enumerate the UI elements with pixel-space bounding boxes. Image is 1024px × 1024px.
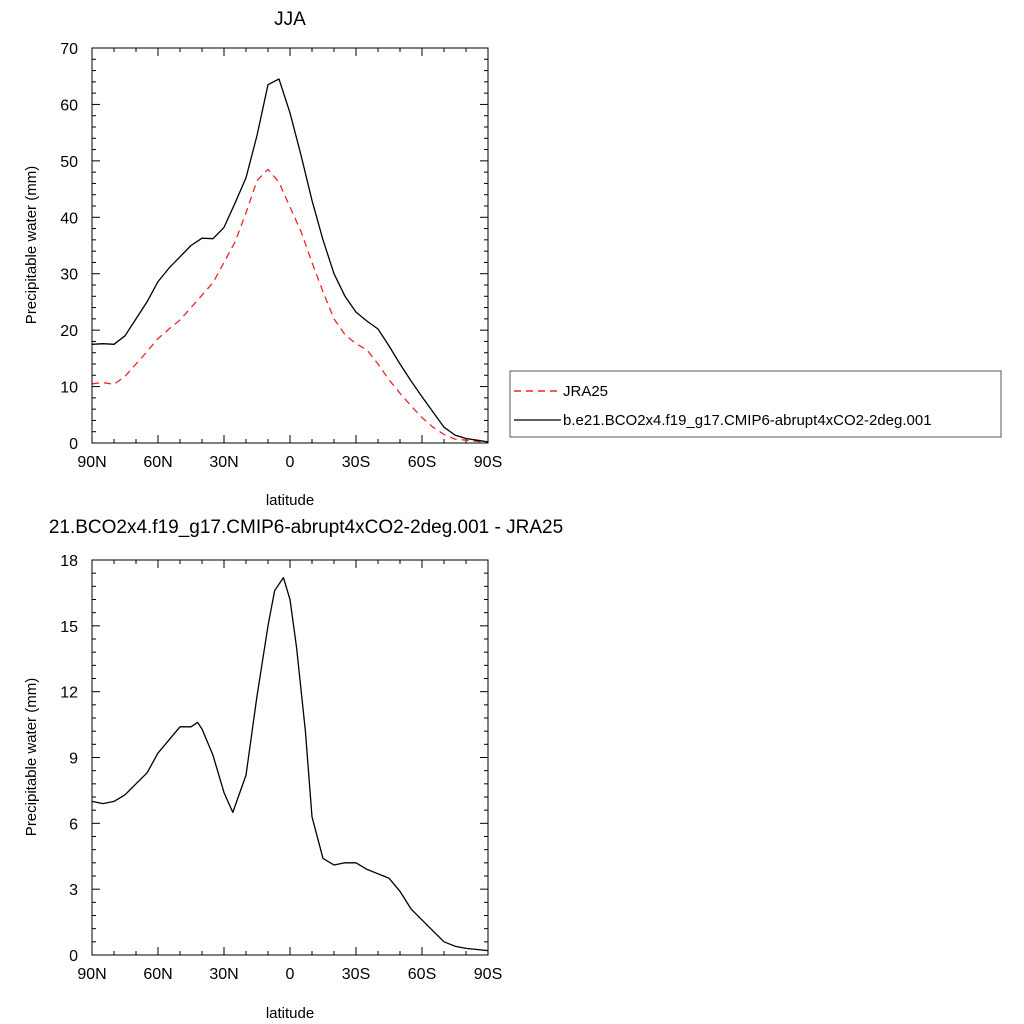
y-tick-label: 30 [60, 267, 78, 284]
y-tick-label: 9 [69, 751, 78, 768]
y-tick-label: 12 [60, 685, 78, 702]
x-tick-label: 60N [143, 454, 172, 471]
y-tick-label: 70 [60, 41, 78, 58]
y-tick-label: 15 [60, 619, 78, 636]
x-tick-label: 60N [143, 966, 172, 983]
top-plot-frame [91, 47, 489, 444]
y-tick-label: 0 [69, 948, 78, 965]
x-tick-label: 90N [77, 966, 106, 983]
legend-box [509, 370, 1002, 438]
top-series-lines [91, 78, 489, 444]
top-y-axis-label: Precipitable water (mm) [23, 166, 40, 324]
bottom-chart-title: 21.BCO2x4.f19_g17.CMIP6-abrupt4xCO2-2deg… [49, 517, 563, 538]
y-tick-label: 60 [60, 97, 78, 114]
bottom-series-lines [91, 576, 489, 952]
y-tick-label: 3 [69, 882, 78, 899]
x-tick-label: 30N [209, 454, 238, 471]
top-panel: JJA 90N 60N 30N 0 30S 60S 90S 0 10 20 30 40 50 60 70 l… [23, 9, 502, 509]
series-line-1-0 [91, 576, 489, 952]
top-tick-labels: 90N 60N 30N 0 30S 60S 90S 0 10 20 30 40 50 60 70 [60, 41, 502, 471]
series-line-0-0 [91, 168, 489, 444]
legend-label-model: b.e21.BCO2x4.f19_g17.CMIP6-abrupt4xCO2-2… [563, 412, 932, 429]
y-tick-label: 20 [60, 323, 78, 340]
bottom-panel: 21.BCO2x4.f19_g17.CMIP6-abrupt4xCO2-2deg… [23, 517, 563, 1022]
top-x-axis-label: latitude [266, 492, 314, 509]
y-tick-label: 40 [60, 210, 78, 227]
x-tick-label: 0 [286, 966, 295, 983]
y-tick-label: 0 [69, 436, 78, 453]
bottom-x-axis-label: latitude [266, 1005, 314, 1022]
top-axis-ticks [91, 47, 489, 444]
y-tick-label: 10 [60, 380, 78, 397]
x-tick-label: 60S [408, 454, 436, 471]
legend: JRA25 b.e21.BCO2x4.f19_g17.CMIP6-abrupt4… [509, 370, 1002, 438]
x-tick-label: 0 [286, 454, 295, 471]
top-chart-title: JJA [274, 9, 306, 30]
bottom-axis-ticks [91, 559, 489, 956]
legend-label-jra25: JRA25 [563, 383, 608, 400]
x-tick-label: 30N [209, 966, 238, 983]
x-tick-label: 30S [342, 966, 370, 983]
x-tick-label: 90N [77, 454, 106, 471]
bottom-y-axis-label: Precipitable water (mm) [23, 678, 40, 836]
x-tick-label: 90S [474, 966, 502, 983]
bottom-plot-frame [91, 559, 489, 956]
y-tick-label: 50 [60, 154, 78, 171]
x-tick-label: 90S [474, 454, 502, 471]
bottom-tick-labels: 90N 60N 30N 0 30S 60S 90S 0 3 6 9 12 15 18 [60, 553, 502, 983]
y-tick-label: 6 [69, 816, 78, 833]
series-line-0-1 [91, 78, 489, 443]
x-tick-label: 30S [342, 454, 370, 471]
x-tick-label: 60S [408, 966, 436, 983]
y-tick-label: 18 [60, 553, 78, 570]
